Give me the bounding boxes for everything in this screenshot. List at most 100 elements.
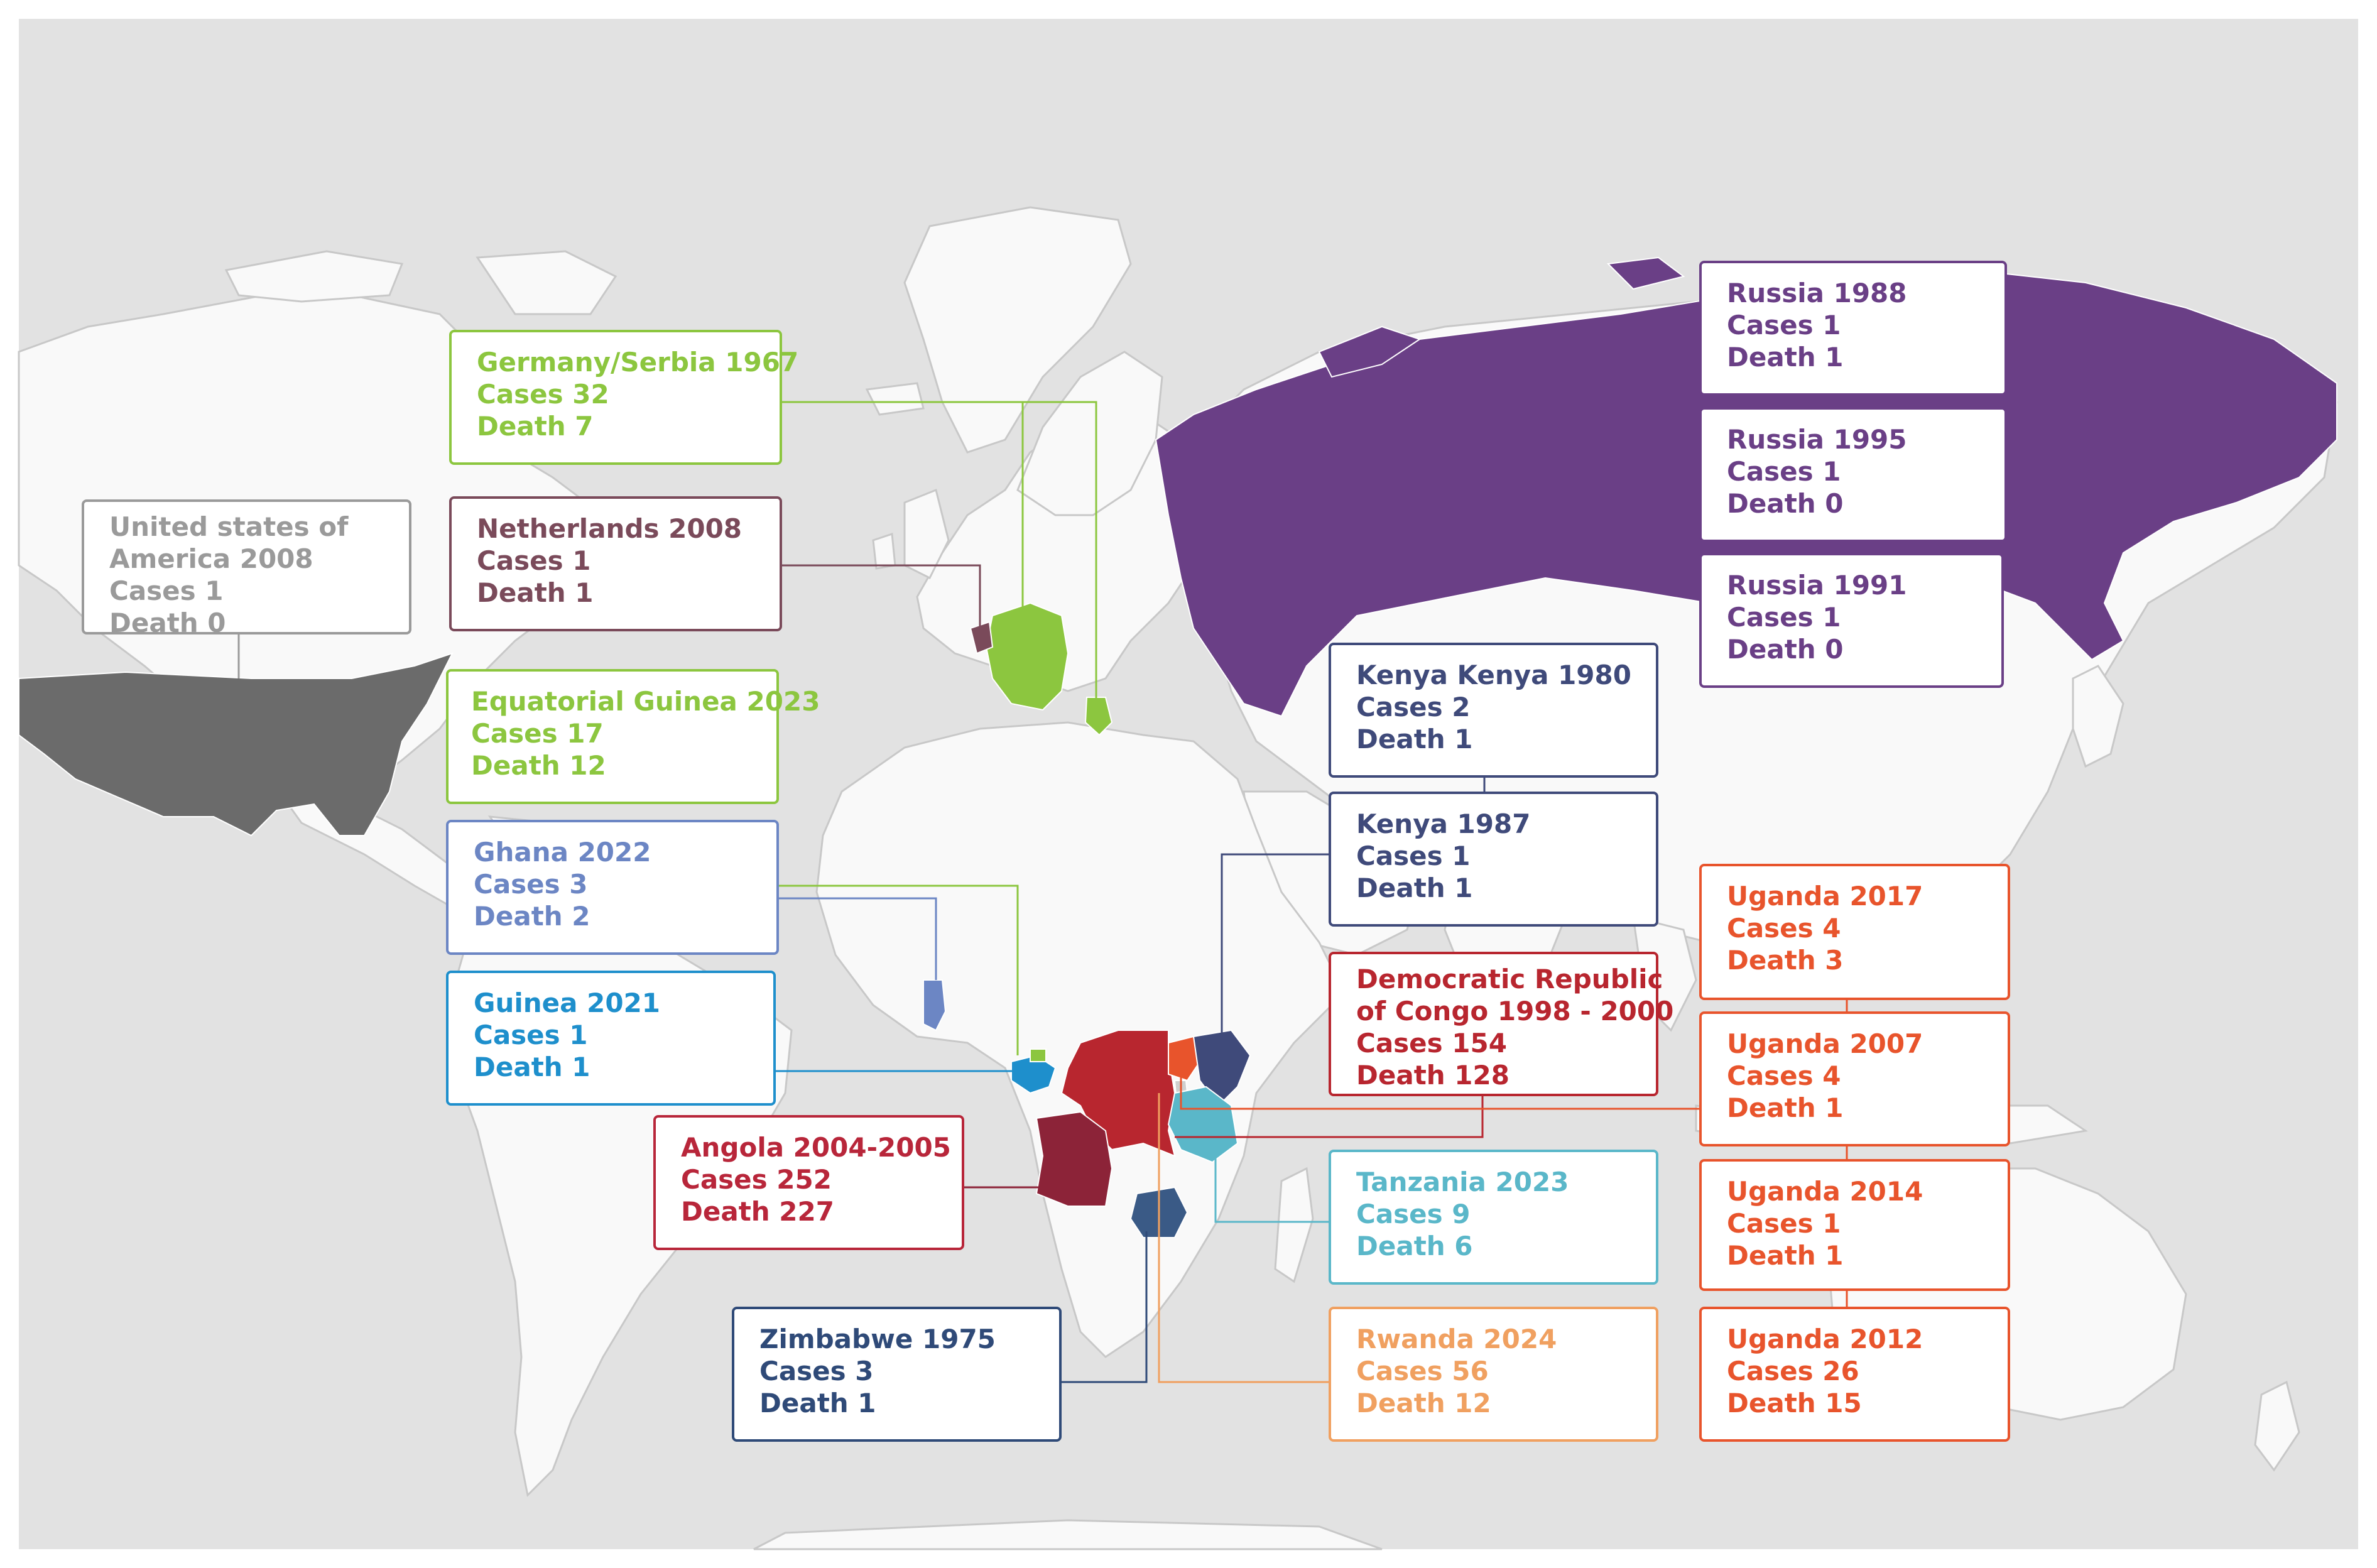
label-russia-1988: Russia 1988 Cases 1 Death 1 (1699, 261, 2007, 396)
label-deaths: Death 1 (1727, 342, 1844, 373)
germany-shape (985, 602, 1069, 711)
label-deaths: Death 0 (1727, 634, 1844, 665)
africa-shape (815, 721, 1346, 1358)
label-title-line: United states of (109, 511, 349, 542)
leader-zimbabwe (1062, 1231, 1148, 1383)
label-cases: Cases 1 (1727, 1208, 1841, 1239)
leader-netherlands (782, 564, 981, 628)
label-title: Uganda 2007 (1727, 1028, 1923, 1059)
label-uganda-2012: Uganda 2012 Cases 26 Death 15 (1699, 1307, 2010, 1442)
label-cases: Cases 1 (109, 575, 224, 606)
label-title: Zimbabwe 1975 (759, 1324, 996, 1354)
label-cases: Cases 9 (1356, 1199, 1471, 1229)
label-title: Equatorial Guinea 2023 (471, 686, 820, 717)
label-cases: Cases 4 (1727, 1060, 1841, 1091)
label-germany-serbia-1967: Germany/Serbia 1967 Cases 32 Death 7 (449, 330, 799, 465)
label-deaths: Death 12 (471, 750, 606, 781)
label-kenya-1987: Kenya 1987 Cases 1 Death 1 (1329, 792, 1658, 927)
label-kenya-1980: Kenya Kenya 1980 Cases 2 Death 1 (1329, 643, 1658, 778)
uganda-shape (1168, 1035, 1201, 1082)
kenya-shape (1192, 1029, 1251, 1107)
label-rwanda-2024: Rwanda 2024 Cases 56 Death 12 (1329, 1307, 1658, 1442)
label-cases: Cases 2 (1356, 692, 1471, 722)
greenland-shape (903, 206, 1132, 454)
serbia-shape (1084, 697, 1113, 736)
angola-shape (1035, 1111, 1113, 1207)
label-usa-2008: United states of America 2008 Cases 1 De… (82, 499, 411, 638)
label-deaths: Death 1 (477, 577, 594, 608)
leader-tanzania (1214, 1156, 1329, 1223)
label-title: Kenya Kenya 1980 (1356, 660, 1631, 690)
label-tanzania-2023: Tanzania 2023 Cases 9 Death 6 (1329, 1150, 1658, 1285)
label-deaths: Death 1 (1727, 1092, 1844, 1123)
label-title: Uganda 2014 (1727, 1176, 1923, 1207)
label-uganda-2014: Uganda 2014 Cases 1 Death 1 (1699, 1159, 2010, 1291)
label-title: Russia 1995 (1727, 424, 1907, 455)
label-cases: Cases 1 (474, 1020, 588, 1050)
leader-uganda (1180, 1068, 1699, 1110)
label-deaths: Death 1 (1356, 724, 1473, 754)
label-uganda-2017: Uganda 2017 Cases 4 Death 3 (1699, 864, 2010, 1000)
label-title-line: Democratic Republic (1356, 964, 1663, 994)
label-russia-1991: Russia 1991 Cases 1 Death 0 (1699, 553, 2004, 688)
label-deaths: Death 1 (1356, 873, 1473, 903)
label-title-line: of Congo 1998 - 2000 (1356, 996, 1674, 1026)
leader-serbia (1023, 401, 1097, 704)
label-deaths: Death 128 (1356, 1060, 1509, 1091)
label-deaths: Death 1 (474, 1052, 590, 1082)
label-cases: Cases 4 (1727, 913, 1841, 944)
label-cases: Cases 56 (1356, 1356, 1489, 1386)
label-title-line: America 2008 (109, 543, 313, 574)
label-cases: Cases 1 (1727, 456, 1841, 487)
label-deaths: Death 3 (1727, 945, 1844, 976)
label-cases: Cases 3 (759, 1356, 874, 1386)
leader-lines (237, 401, 1848, 1383)
label-angola-2004: Angola 2004-2005 Cases 252 Death 227 (653, 1115, 964, 1250)
label-cases: Cases 1 (1727, 310, 1841, 340)
label-title: Germany/Serbia 1967 (477, 347, 799, 378)
label-equatorial-guinea-2023: Equatorial Guinea 2023 Cases 17 Death 12 (446, 669, 820, 804)
label-cases: Cases 32 (477, 379, 609, 410)
leader-ghana (779, 897, 937, 980)
netherlands-shape (969, 621, 994, 655)
label-cases: Cases 154 (1356, 1028, 1507, 1059)
label-deaths: Death 6 (1356, 1231, 1473, 1261)
label-title: Uganda 2012 (1727, 1324, 1923, 1354)
leader-rwanda (1158, 1093, 1329, 1383)
label-title: Russia 1988 (1727, 278, 1907, 308)
label-guinea-2021: Guinea 2021 Cases 1 Death 1 (446, 971, 776, 1106)
label-deaths: Death 227 (681, 1196, 834, 1227)
label-title: Kenya 1987 (1356, 808, 1531, 839)
usa-shape (18, 652, 454, 837)
label-ghana-2022: Ghana 2022 Cases 3 Death 2 (446, 820, 779, 955)
label-title: Uganda 2017 (1727, 881, 1923, 912)
label-title: Russia 1991 (1727, 570, 1907, 601)
label-russia-1995: Russia 1995 Cases 1 Death 0 (1699, 407, 2007, 542)
leader-kenya-1987 (1221, 853, 1329, 1037)
label-title: Guinea 2021 (474, 988, 661, 1018)
ghana-shape (923, 979, 947, 1032)
label-cases: Cases 1 (1356, 841, 1471, 871)
label-title: Tanzania 2023 (1356, 1167, 1569, 1197)
label-title: Rwanda 2024 (1356, 1324, 1557, 1354)
label-deaths: Death 12 (1356, 1388, 1491, 1418)
label-title: Netherlands 2008 (477, 513, 742, 544)
label-deaths: Death 7 (477, 411, 594, 442)
label-deaths: Death 1 (759, 1388, 876, 1418)
leader-drc (1175, 1096, 1484, 1138)
leader-eq-guinea (779, 885, 1019, 1055)
label-cases: Cases 3 (474, 869, 588, 900)
label-cases: Cases 1 (1727, 602, 1841, 633)
label-uganda-2007: Uganda 2007 Cases 4 Death 1 (1699, 1011, 2010, 1146)
label-drc-1998: Democratic Republic of Congo 1998 - 2000… (1329, 952, 1674, 1096)
label-title: Angola 2004-2005 (681, 1132, 951, 1163)
equatorial-guinea-shape (1030, 1048, 1047, 1062)
tanzania-shape (1167, 1086, 1239, 1163)
label-deaths: Death 2 (474, 901, 590, 932)
label-cases: Cases 1 (477, 545, 591, 576)
label-zimbabwe-1975: Zimbabwe 1975 Cases 3 Death 1 (732, 1307, 1062, 1442)
label-deaths: Death 15 (1727, 1388, 1862, 1418)
label-cases: Cases 17 (471, 718, 604, 749)
label-cases: Cases 26 (1727, 1356, 1859, 1386)
